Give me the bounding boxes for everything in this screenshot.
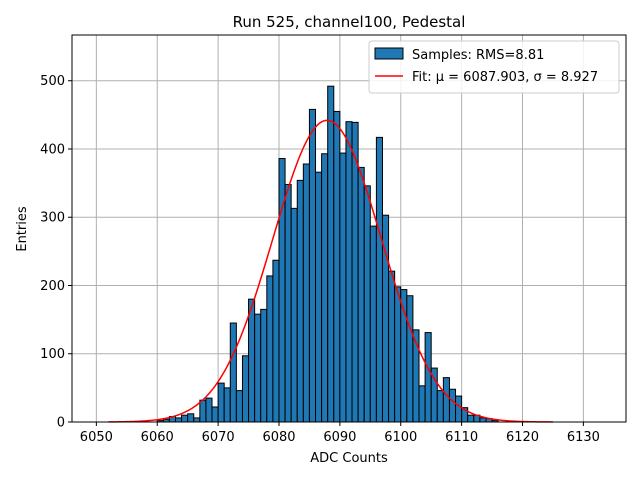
- y-tick-label: 0: [57, 416, 65, 431]
- histogram-bar: [448, 388, 457, 423]
- histogram-bar: [479, 417, 487, 423]
- histogram-bar: [357, 166, 365, 423]
- histogram-bar: [345, 121, 353, 423]
- y-tick-label: 400: [40, 142, 65, 157]
- histogram-bar: [363, 185, 371, 423]
- histogram-bar: [181, 414, 189, 423]
- histogram-bar: [290, 207, 298, 423]
- y-axis-ticks: 0 100 200 300 400 500: [40, 74, 72, 431]
- histogram-bar: [187, 413, 195, 423]
- y-tick-label: 500: [40, 74, 65, 89]
- histogram-bar: [272, 259, 280, 423]
- histogram-bar: [315, 171, 323, 423]
- x-tick-label: 6050: [80, 430, 113, 445]
- histogram-bar: [254, 313, 262, 423]
- histogram-bar: [260, 308, 268, 423]
- histogram-bar: [223, 387, 231, 423]
- histogram-bar: [327, 85, 335, 423]
- y-axis-title: Entries: [15, 206, 30, 252]
- histogram-bar: [229, 322, 237, 423]
- histogram-bar: [266, 275, 274, 423]
- y-tick-label: 100: [40, 347, 65, 362]
- histogram-bar: [296, 179, 304, 423]
- histogram-bar: [351, 121, 359, 423]
- x-tick-label: 6080: [262, 430, 295, 445]
- histogram-bar: [333, 110, 341, 423]
- histogram-bar: [321, 153, 329, 423]
- histogram-bar: [235, 390, 243, 423]
- gaussian-fit-curve: [108, 119, 553, 423]
- histogram-bar: [388, 270, 396, 423]
- histogram-bar: [394, 286, 402, 423]
- histogram-bar: [436, 390, 444, 423]
- histogram-bar: [193, 417, 201, 423]
- x-tick-label: 6070: [202, 430, 235, 445]
- legend-box: [368, 40, 620, 94]
- histogram-bar: [406, 295, 414, 423]
- histogram-bar: [205, 397, 213, 423]
- histogram-bar: [248, 298, 256, 423]
- x-axis-ticks: 6050 6060 6070 6080 6090 6100 6110 6120 6130: [80, 422, 600, 445]
- histogram-bar: [375, 136, 383, 423]
- x-tick-label: 6090: [323, 430, 356, 445]
- histogram-bar: [284, 183, 292, 423]
- x-tick-label: 6100: [384, 430, 417, 445]
- legend-fit-label: Fit: μ = 6087.903, σ = 8.927: [412, 70, 598, 85]
- histogram-bar: [339, 152, 347, 423]
- x-tick-label: 6110: [445, 430, 478, 445]
- histogram-bar: [199, 399, 207, 423]
- histogram-bar: [278, 158, 286, 423]
- histogram-bar: [211, 406, 219, 423]
- x-tick-label: 6060: [141, 430, 174, 445]
- x-tick-label: 6130: [567, 430, 600, 445]
- x-axis-title: ADC Counts: [310, 451, 388, 466]
- histogram-bar: [455, 395, 463, 423]
- histogram-bar: [424, 332, 432, 423]
- legend: Samples: RMS=8.81 Fit: μ = 6087.903, σ =…: [368, 40, 620, 94]
- histogram-bar: [241, 355, 250, 423]
- histogram-bar: [442, 377, 450, 423]
- y-tick-label: 300: [40, 211, 65, 226]
- histogram-bars: [156, 85, 499, 423]
- histogram-bar: [467, 414, 475, 423]
- histogram-bar: [302, 163, 310, 423]
- y-tick-label: 200: [40, 279, 65, 294]
- histogram-bar: [217, 382, 225, 423]
- histogram-bar: [418, 385, 426, 423]
- plot-frame: [71, 34, 627, 423]
- chart-title: Run 525, channel100, Pedestal: [233, 13, 466, 31]
- histogram-bar: [369, 225, 377, 423]
- legend-histogram-swatch: [374, 47, 404, 60]
- histogram-bar: [174, 417, 183, 423]
- x-tick-label: 6120: [506, 430, 539, 445]
- legend-histogram-label: Samples: RMS=8.81: [412, 48, 544, 63]
- histogram-bar: [308, 108, 317, 423]
